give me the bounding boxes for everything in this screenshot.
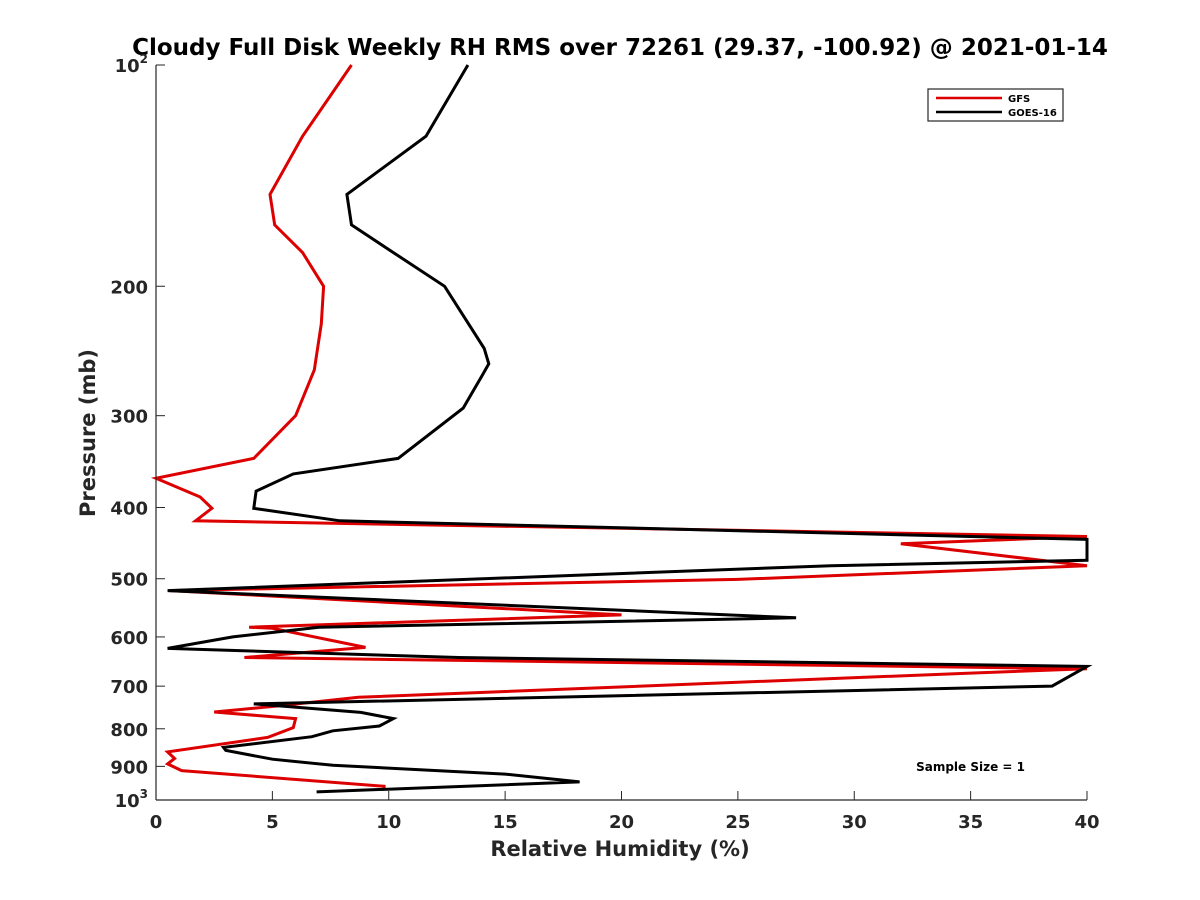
x-tick-label: 15 bbox=[493, 812, 518, 833]
y-axis-label: Pressure (mb) bbox=[76, 349, 100, 517]
y-tick-label: 600 bbox=[110, 628, 148, 649]
y-tick-label: 102 bbox=[115, 52, 148, 77]
y-tick-label: 103 bbox=[115, 787, 148, 812]
y-tick-label: 900 bbox=[110, 757, 148, 778]
sample-size-annotation: Sample Size = 1 bbox=[916, 760, 1025, 774]
series-line-gfs bbox=[150, 64, 1088, 791]
y-tick-label: 400 bbox=[110, 499, 148, 520]
legend-label-gfs: GFS bbox=[1008, 94, 1030, 105]
chart-title: Cloudy Full Disk Weekly RH RMS over 7226… bbox=[132, 35, 1108, 61]
plot-area: 0 5 10 15 20 25 30 35 40 102 200 300 400 500 600 700 800… bbox=[110, 52, 1099, 833]
x-tick-label: 35 bbox=[958, 812, 983, 833]
x-tick-label: 40 bbox=[1074, 812, 1099, 833]
y-tick-label: 200 bbox=[110, 277, 148, 298]
y-tick-label: 500 bbox=[110, 570, 148, 591]
y-tick-label: 700 bbox=[110, 677, 148, 698]
x-tick-label: 0 bbox=[150, 812, 163, 833]
x-axis-label: Relative Humidity (%) bbox=[490, 837, 749, 861]
x-tick-label: 25 bbox=[725, 812, 750, 833]
legend-label-goes-16: GOES-16 bbox=[1008, 108, 1057, 119]
y-tick-label: 300 bbox=[110, 407, 148, 428]
y-tick-label: 800 bbox=[110, 720, 148, 741]
legend-box bbox=[927, 88, 1064, 122]
x-tick-label: 20 bbox=[609, 812, 634, 833]
x-tick-label: 10 bbox=[376, 812, 401, 833]
series-line-goes-16 bbox=[167, 64, 1093, 794]
x-tick-label: 30 bbox=[842, 812, 867, 833]
x-tick-label: 5 bbox=[266, 812, 279, 833]
